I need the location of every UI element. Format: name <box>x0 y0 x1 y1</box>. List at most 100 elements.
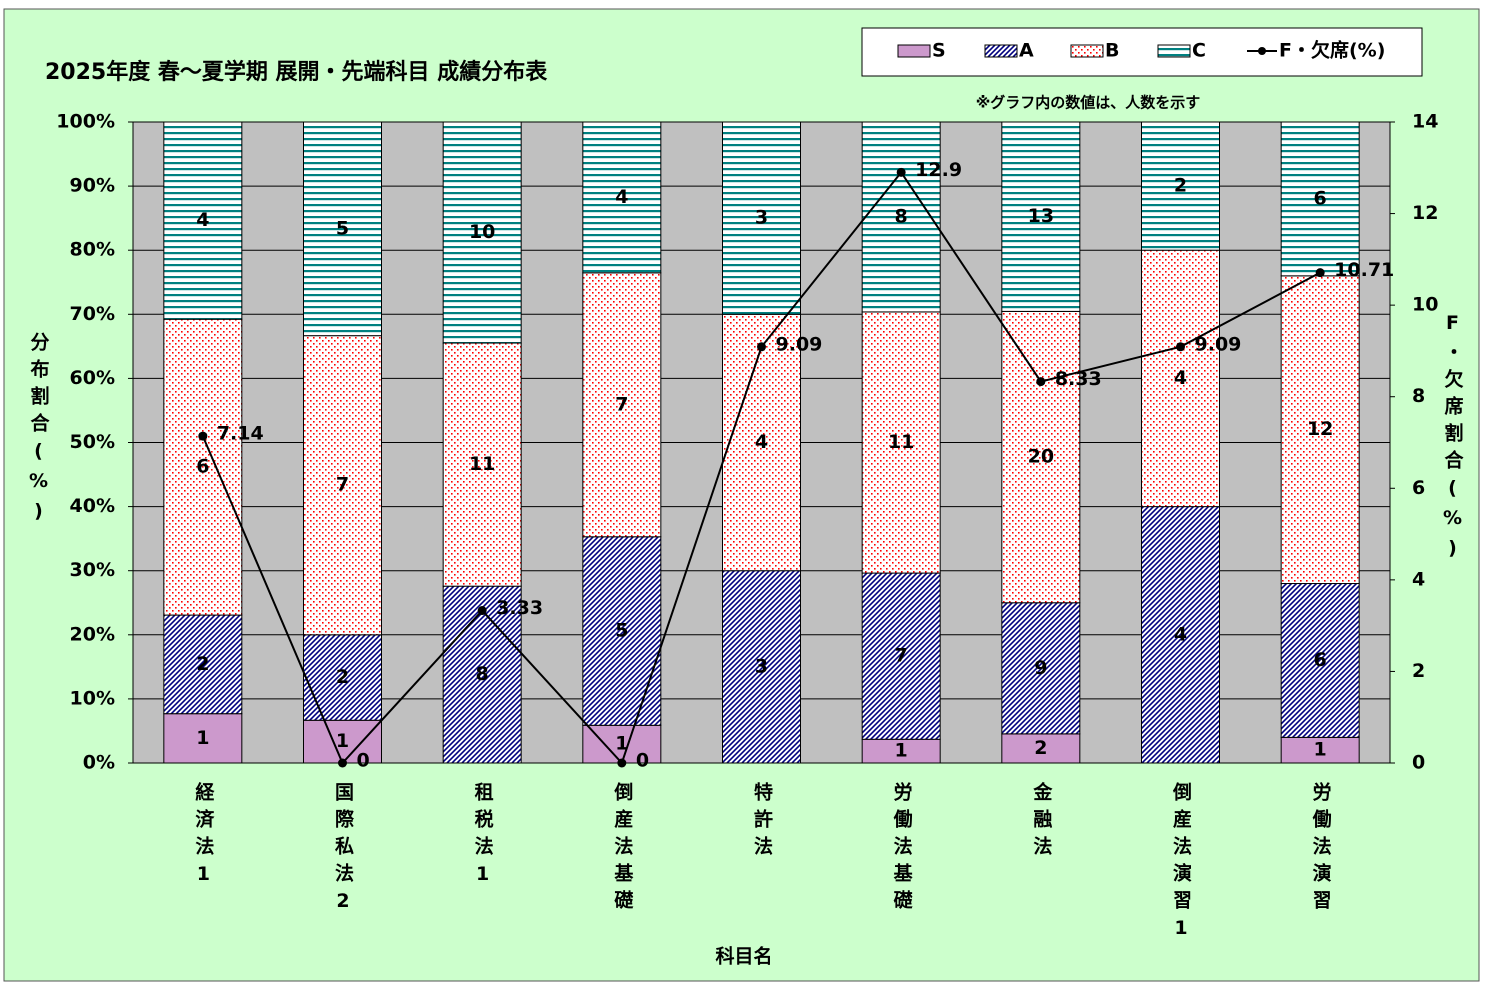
bar-segment <box>582 121 662 274</box>
legend-swatch <box>1258 47 1266 55</box>
line-point <box>1315 268 1325 278</box>
data-label: 1 <box>1314 739 1327 761</box>
bar-segment <box>303 719 382 764</box>
x-tick-label: 労働法演習 <box>1310 781 1333 917</box>
data-label: 13 <box>1028 205 1054 227</box>
data-label: 5 <box>336 217 349 239</box>
y2-tick-label: 8 <box>1412 385 1425 407</box>
data-label: 4 <box>755 431 768 453</box>
bar-segment <box>1141 121 1220 251</box>
data-label: 2 <box>196 653 209 675</box>
bar-segment <box>1280 275 1360 585</box>
legend-label: F・欠席(%) <box>1279 39 1385 62</box>
data-label: 4 <box>615 186 628 208</box>
line-point <box>1176 342 1185 352</box>
note: ※グラフ内の数値は、人数を示す <box>976 94 1201 112</box>
y-tick-label: 60% <box>70 367 115 389</box>
data-label: 1 <box>196 727 209 749</box>
x-tick-label: 金融法 <box>1030 781 1053 863</box>
bar-segment <box>163 121 243 320</box>
data-label: 8 <box>895 205 908 227</box>
data-label: 1 <box>895 740 908 762</box>
y2-tick-label: 2 <box>1412 660 1425 682</box>
x-tick-label: 特許法 <box>751 782 773 863</box>
line-point <box>198 431 208 441</box>
bar-segment <box>582 272 662 538</box>
data-label: 10 <box>469 221 495 243</box>
data-label: 11 <box>469 453 495 475</box>
legend-swatch <box>1157 44 1191 58</box>
data-label: 1 <box>336 730 349 752</box>
data-label: 2 <box>1034 737 1047 759</box>
data-label: 3 <box>755 655 768 677</box>
bar-segment <box>1141 249 1220 508</box>
y2-axis-title: F・欠席割合(%) <box>1442 312 1464 567</box>
data-label: 6 <box>1314 649 1327 671</box>
line-label: 12.9 <box>915 159 962 181</box>
data-label: 5 <box>615 620 628 642</box>
y-tick-label: 100% <box>56 111 115 133</box>
chart-title: 2025年度 春～夏学期 展開・先端科目 成績分布表 <box>45 59 548 85</box>
bar-segment <box>442 585 522 764</box>
y-tick-label: 90% <box>70 175 115 197</box>
y-tick-label: 30% <box>70 559 115 581</box>
x-tick-label: 経済法1 <box>192 781 214 893</box>
bar-segment <box>303 121 382 337</box>
legend-label: B <box>1105 40 1119 62</box>
legend-label: C <box>1192 40 1206 62</box>
y2-tick-label: 12 <box>1412 202 1438 224</box>
bar-segment <box>582 536 662 726</box>
x-tick-label: 倒産法基礎 <box>611 781 634 917</box>
legend-swatch <box>984 44 1018 58</box>
data-label: 12 <box>1307 418 1333 440</box>
line-label: 0 <box>357 750 370 772</box>
line-label: 9.09 <box>1195 333 1242 355</box>
bar-segment <box>722 121 801 315</box>
legend-swatch <box>897 44 931 58</box>
data-label: 7 <box>895 645 908 667</box>
data-label: 7 <box>615 393 628 415</box>
bar-segment <box>1280 121 1360 277</box>
legend-label: S <box>932 40 946 62</box>
data-label: 2 <box>1174 175 1187 197</box>
x-tick-label: 租税法1 <box>472 782 494 893</box>
bar-segment <box>1280 736 1360 764</box>
legend-box <box>861 27 1423 77</box>
bar-segment <box>1001 121 1081 312</box>
data-label: 4 <box>196 209 209 231</box>
bar-segment <box>163 614 243 715</box>
data-label: 4 <box>1174 367 1187 389</box>
data-label: 6 <box>1314 187 1327 209</box>
y2-tick-label: 6 <box>1412 477 1425 499</box>
bar-segment <box>1001 733 1081 764</box>
bar-segment <box>1280 583 1360 738</box>
bar-segment <box>861 121 941 313</box>
line-label: 8.33 <box>1055 368 1102 390</box>
line-label: 0 <box>636 750 649 772</box>
data-label: 2 <box>336 666 349 688</box>
line-label: 3.33 <box>496 597 543 619</box>
line-point <box>477 606 487 616</box>
bar-segment <box>861 572 941 740</box>
data-label: 6 <box>196 456 209 478</box>
data-label: 4 <box>1174 623 1187 645</box>
bar-segment <box>163 713 243 764</box>
line-label: 9.09 <box>776 333 823 355</box>
bar-segment <box>722 570 801 764</box>
bar-segment <box>1001 310 1081 604</box>
x-axis-title: 科目名 <box>715 945 772 968</box>
y-tick-label: 70% <box>70 303 115 325</box>
y2-tick-label: 4 <box>1412 568 1425 590</box>
y2-tick-label: 0 <box>1412 752 1425 774</box>
y-tick-label: 40% <box>70 495 115 517</box>
x-tick-label: 国際私法2 <box>332 782 354 920</box>
y-tick-label: 0% <box>83 752 115 774</box>
y2-tick-label: 10 <box>1412 294 1438 316</box>
data-label: 1 <box>615 733 628 755</box>
data-label: 11 <box>888 431 914 453</box>
legend-label: A <box>1019 40 1034 62</box>
data-label: 3 <box>755 207 768 229</box>
bar-segment <box>861 311 941 574</box>
line-point <box>757 342 766 352</box>
legend-swatch <box>1070 44 1104 58</box>
